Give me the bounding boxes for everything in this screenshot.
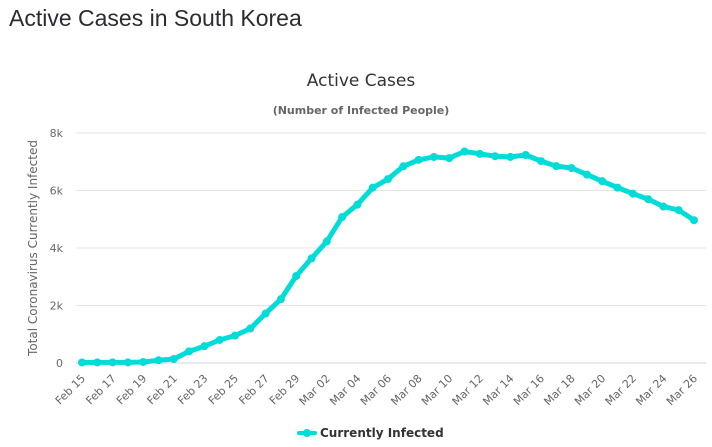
data-point[interactable]: [322, 237, 331, 246]
x-tick-label: Mar 06: [358, 372, 394, 408]
data-point[interactable]: [690, 216, 698, 225]
data-point[interactable]: [628, 189, 637, 198]
data-point[interactable]: [185, 347, 194, 356]
data-point[interactable]: [108, 358, 117, 367]
x-tick-label: Mar 08: [388, 372, 424, 408]
data-point[interactable]: [567, 164, 576, 173]
y-tick-label: 4k: [50, 242, 64, 255]
data-point[interactable]: [169, 354, 178, 363]
data-point[interactable]: [460, 147, 469, 156]
chart-subtitle: (Number of Infected People): [273, 104, 450, 117]
x-tick-label: Mar 10: [419, 372, 455, 408]
series-currently-infected: [78, 147, 698, 367]
x-tick-label: Mar 22: [603, 372, 639, 408]
data-point[interactable]: [246, 324, 255, 333]
x-tick-label: Mar 24: [633, 372, 669, 408]
data-point[interactable]: [200, 342, 209, 351]
legend-item-currently-infected[interactable]: Currently Infected: [320, 426, 444, 440]
page-title: Active Cases in South Korea: [9, 5, 302, 31]
data-point[interactable]: [384, 175, 392, 184]
data-point[interactable]: [659, 202, 668, 211]
y-tick-label: 8k: [50, 127, 64, 140]
x-tick-label: Mar 16: [511, 372, 547, 408]
x-tick-label: Mar 14: [480, 372, 516, 408]
y-tick-label: 2k: [50, 300, 64, 313]
data-point[interactable]: [582, 170, 591, 179]
y-axis-label: Total Coronavirus Currently Infected: [26, 140, 40, 357]
chart-title: Active Cases: [307, 71, 416, 91]
data-point[interactable]: [429, 152, 438, 161]
data-point[interactable]: [231, 331, 239, 340]
y-tick-label: 0: [56, 357, 63, 370]
data-point[interactable]: [215, 335, 224, 344]
x-tick-label: Feb 27: [236, 372, 271, 407]
data-point[interactable]: [123, 358, 132, 367]
x-tick-label: Mar 12: [450, 372, 486, 408]
data-point[interactable]: [598, 177, 607, 186]
y-tick-label: 6k: [50, 185, 64, 198]
data-point[interactable]: [445, 154, 454, 163]
data-point[interactable]: [338, 213, 347, 222]
data-point[interactable]: [399, 162, 408, 171]
x-tick-label: Feb 29: [267, 372, 302, 407]
data-point[interactable]: [78, 358, 86, 367]
x-tick-label: Feb 25: [206, 372, 241, 407]
data-point[interactable]: [368, 183, 377, 192]
data-point[interactable]: [506, 152, 515, 161]
data-point[interactable]: [154, 356, 163, 365]
gridlines: [76, 132, 706, 364]
data-point[interactable]: [139, 357, 148, 366]
x-tick-label: Feb 23: [175, 372, 210, 407]
data-point[interactable]: [674, 206, 683, 215]
data-point[interactable]: [414, 155, 423, 164]
data-point[interactable]: [261, 309, 270, 318]
x-tick-label: Mar 04: [327, 372, 363, 408]
data-point[interactable]: [475, 149, 484, 158]
x-tick-label: Feb 21: [145, 372, 180, 407]
data-point[interactable]: [537, 157, 545, 166]
data-point[interactable]: [276, 295, 285, 304]
legend-marker-icon: [303, 429, 311, 437]
x-tick-label: Mar 02: [297, 372, 333, 408]
x-tick-label: Mar 20: [572, 372, 608, 408]
data-point[interactable]: [93, 358, 102, 367]
data-point[interactable]: [292, 272, 301, 281]
data-point[interactable]: [353, 200, 362, 209]
data-point[interactable]: [613, 183, 622, 192]
x-tick-label: Feb 19: [114, 372, 149, 407]
legend[interactable]: Currently Infected: [297, 426, 444, 440]
data-point[interactable]: [491, 152, 500, 161]
x-tick-label: Mar 18: [541, 372, 577, 408]
x-tick-label: Feb 15: [53, 372, 88, 407]
data-point[interactable]: [307, 254, 316, 263]
data-point[interactable]: [644, 195, 653, 204]
x-tick-label: Feb 17: [83, 372, 118, 407]
data-point[interactable]: [521, 150, 530, 159]
x-tick-label: Mar 26: [664, 372, 700, 408]
y-axis-ticks: 0 2k 4k 6k 8k: [50, 127, 64, 370]
data-point[interactable]: [552, 162, 561, 171]
